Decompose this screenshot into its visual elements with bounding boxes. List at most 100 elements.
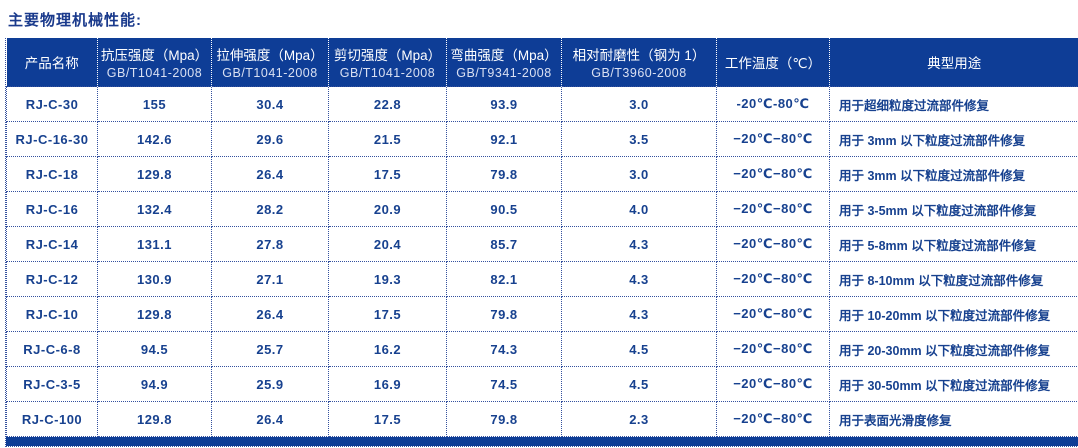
bending-strength-cell: 85.7 xyxy=(446,226,562,262)
table-header: 产品名称 抗压强度（Mpa） GB/T1041-2008 拉伸强度（Mpa） GB/T1… xyxy=(6,38,1078,87)
compressive-strength-cell: 132.4 xyxy=(97,191,212,227)
column-header-label: 剪切强度（Mpa） xyxy=(333,48,442,63)
product-name-cell: RJ-C-16-30 xyxy=(6,121,98,157)
working-temperature-cell: −20℃−80℃ xyxy=(716,401,830,437)
wear-resistance-cell: 3.0 xyxy=(561,156,717,192)
wear-resistance-cell: 4.0 xyxy=(561,191,717,227)
wear-resistance-cell: 4.5 xyxy=(561,366,717,402)
working-temperature-cell: −20℃−80℃ xyxy=(716,156,830,192)
column-header: 弯曲强度（Mpa） GB/T9341-2008 xyxy=(446,38,562,87)
compressive-strength-cell: 129.8 xyxy=(97,296,212,332)
column-header: 工作温度（℃） xyxy=(716,38,830,87)
compressive-strength-cell: 142.6 xyxy=(97,121,212,157)
shear-strength-cell: 16.2 xyxy=(328,331,447,367)
table-row: RJ-C-10 129.8 26.4 17.5 79.8 4.3 −20℃−80℃ 用于 10… xyxy=(6,296,1078,332)
table-row: RJ-C-6-8 94.5 25.7 16.2 74.3 4.5 −20℃−80℃ 用于 20… xyxy=(6,331,1078,367)
product-name-cell: RJ-C-10 xyxy=(6,296,98,332)
shear-strength-cell: 19.3 xyxy=(328,261,447,297)
column-header-label: 产品名称 xyxy=(24,56,79,71)
column-header-label: 弯曲强度（Mpa） xyxy=(450,48,558,63)
column-header: 拉伸强度（Mpa） GB/T1041-2008 xyxy=(211,38,329,87)
wear-resistance-cell: 4.3 xyxy=(561,261,717,297)
shear-strength-cell: 20.4 xyxy=(328,226,447,262)
working-temperature-cell: −20℃−80℃ xyxy=(716,296,830,332)
column-header-label: 相对耐磨性（钢为 1） xyxy=(572,48,706,63)
product-name-cell: RJ-C-3-5 xyxy=(6,366,98,402)
compressive-strength-cell: 155 xyxy=(97,86,212,122)
working-temperature-cell: −20℃−80℃ xyxy=(716,226,830,262)
tensile-strength-cell: 26.4 xyxy=(211,296,329,332)
bending-strength-cell: 79.8 xyxy=(446,156,562,192)
typical-use-cell: 用于 3mm 以下粒度过流部件修复 xyxy=(829,156,1078,192)
shear-strength-cell: 22.8 xyxy=(328,86,447,122)
table-row: RJ-C-18 129.8 26.4 17.5 79.8 3.0 −20℃−80℃ 用于 3m… xyxy=(6,156,1078,192)
shear-strength-cell: 21.5 xyxy=(328,121,447,157)
wear-resistance-cell: 3.0 xyxy=(561,86,717,122)
shear-strength-cell: 20.9 xyxy=(328,191,447,227)
product-name-cell: RJ-C-100 xyxy=(6,401,98,437)
typical-use-cell: 用于表面光滑度修复 xyxy=(829,401,1078,437)
wear-resistance-cell: 4.5 xyxy=(561,331,717,367)
wear-resistance-cell: 4.3 xyxy=(561,296,717,332)
typical-use-cell: 用于 3-5mm 以下粒度过流部件修复 xyxy=(829,191,1078,227)
table-row: RJ-C-3-5 94.9 25.9 16.9 74.5 4.5 −20℃−80℃ 用于 30… xyxy=(6,366,1078,402)
table-row: RJ-C-12 130.9 27.1 19.3 82.1 4.3 −20℃−80℃ 用于 8-… xyxy=(6,261,1078,297)
product-name-cell: RJ-C-18 xyxy=(6,156,98,192)
bending-strength-cell: 92.1 xyxy=(446,121,562,157)
table-row: RJ-C-100 129.8 26.4 17.5 79.8 2.3 −20℃−80℃ 用于表面… xyxy=(6,401,1078,437)
table-row: RJ-C-14 131.1 27.8 20.4 85.7 4.3 −20℃−80℃ 用于 5-… xyxy=(6,226,1078,262)
compressive-strength-cell: 130.9 xyxy=(97,261,212,297)
tensile-strength-cell: 28.2 xyxy=(211,191,329,227)
product-name-cell: RJ-C-30 xyxy=(6,86,98,122)
column-header: 产品名称 xyxy=(6,38,98,87)
bending-strength-cell: 79.8 xyxy=(446,401,562,437)
product-name-cell: RJ-C-16 xyxy=(6,191,98,227)
typical-use-cell: 用于 3mm 以下粒度过流部件修复 xyxy=(829,121,1078,157)
table-row: RJ-C-30 155 30.4 22.8 93.9 3.0 -20℃-80℃ 用于超细粒度过… xyxy=(6,86,1078,122)
bending-strength-cell: 90.5 xyxy=(446,191,562,227)
column-header: 抗压强度（Mpa） GB/T1041-2008 xyxy=(97,38,212,87)
shear-strength-cell: 17.5 xyxy=(328,156,447,192)
tensile-strength-cell: 29.6 xyxy=(211,121,329,157)
tensile-strength-cell: 25.9 xyxy=(211,366,329,402)
product-name-cell: RJ-C-6-8 xyxy=(6,331,98,367)
column-header: 典型用途 xyxy=(829,38,1078,87)
data-table: 产品名称 抗压强度（Mpa） GB/T1041-2008 拉伸强度（Mpa） GB/T1… xyxy=(6,38,1078,437)
bending-strength-cell: 82.1 xyxy=(446,261,562,297)
column-header-standard: GB/T1041-2008 xyxy=(222,66,318,80)
column-header-standard: GB/T9341-2008 xyxy=(456,66,552,80)
compressive-strength-cell: 131.1 xyxy=(97,226,212,262)
header-row: 产品名称 抗压强度（Mpa） GB/T1041-2008 拉伸强度（Mpa） GB/T1… xyxy=(6,38,1078,87)
product-name-cell: RJ-C-12 xyxy=(6,261,98,297)
tensile-strength-cell: 27.1 xyxy=(211,261,329,297)
working-temperature-cell: −20℃−80℃ xyxy=(716,261,830,297)
tensile-strength-cell: 25.7 xyxy=(211,331,329,367)
working-temperature-cell: -20℃-80℃ xyxy=(716,86,830,122)
working-temperature-cell: −20℃−80℃ xyxy=(716,191,830,227)
tensile-strength-cell: 27.8 xyxy=(211,226,329,262)
typical-use-cell: 用于超细粒度过流部件修复 xyxy=(829,86,1078,122)
compressive-strength-cell: 129.8 xyxy=(97,401,212,437)
typical-use-cell: 用于 10-20mm 以下粒度过流部件修复 xyxy=(829,296,1078,332)
compressive-strength-cell: 94.5 xyxy=(97,331,212,367)
shear-strength-cell: 17.5 xyxy=(328,401,447,437)
column-header-standard: GB/T3960-2008 xyxy=(591,66,687,80)
typical-use-cell: 用于 8-10mm 以下粒度过流部件修复 xyxy=(829,261,1078,297)
column-header-label: 拉伸强度（Mpa） xyxy=(216,48,324,63)
tensile-strength-cell: 26.4 xyxy=(211,156,329,192)
product-name-cell: RJ-C-14 xyxy=(6,226,98,262)
tensile-strength-cell: 30.4 xyxy=(211,86,329,122)
column-header-label: 典型用途 xyxy=(927,56,982,71)
wear-resistance-cell: 4.3 xyxy=(561,226,717,262)
typical-use-cell: 用于 5-8mm 以下粒度过流部件修复 xyxy=(829,226,1078,262)
next-table-header-partial xyxy=(6,437,1078,446)
working-temperature-cell: −20℃−80℃ xyxy=(716,331,830,367)
column-header-standard: GB/T1041-2008 xyxy=(339,66,436,80)
column-header: 相对耐磨性（钢为 1） GB/T3960-2008 xyxy=(561,38,717,87)
column-header: 剪切强度（Mpa） GB/T1041-2008 xyxy=(328,38,447,87)
column-header-label: 抗压强度（Mpa） xyxy=(100,48,209,63)
wear-resistance-cell: 3.5 xyxy=(561,121,717,157)
working-temperature-cell: −20℃−80℃ xyxy=(716,366,830,402)
column-header-standard: GB/T1041-2008 xyxy=(106,66,203,80)
